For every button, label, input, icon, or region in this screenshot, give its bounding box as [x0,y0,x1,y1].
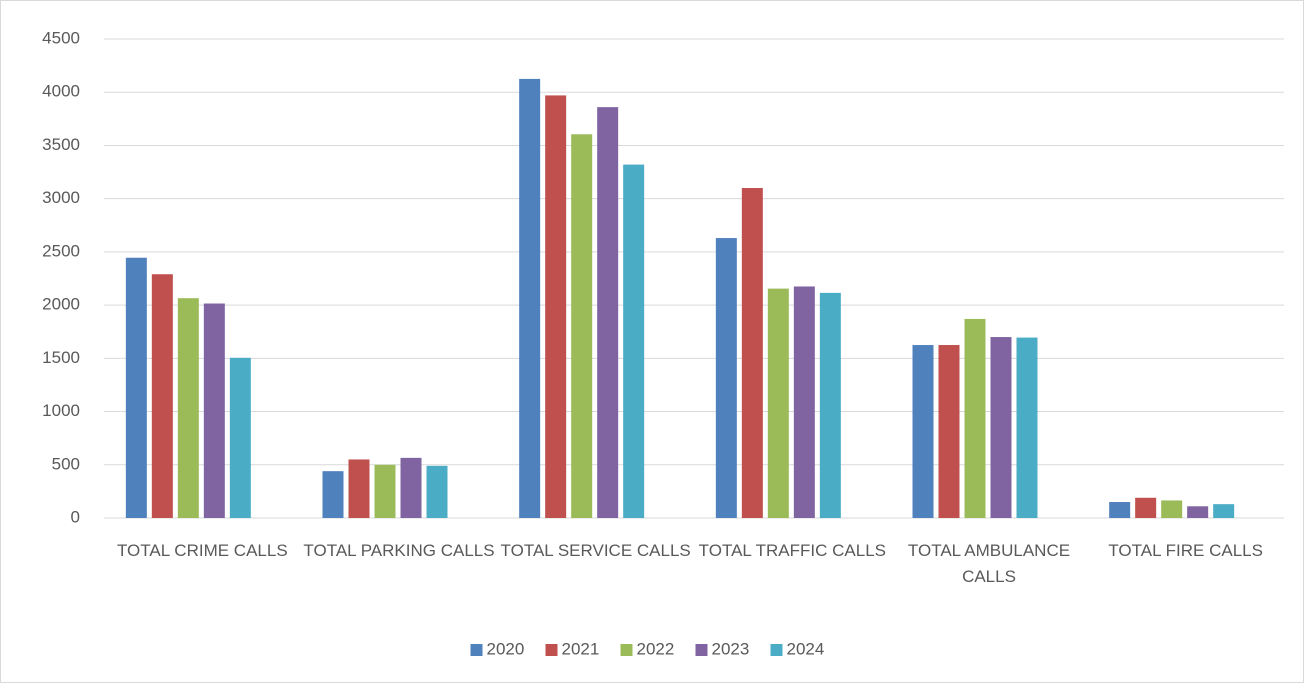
x-tick-label: TOTAL FIRE CALLS [1108,541,1263,560]
bar [571,134,593,519]
y-tick-label: 1000 [42,401,80,420]
legend-swatch [620,644,633,656]
y-tick-label: 4000 [42,82,80,101]
bar [545,95,567,518]
bar [519,78,541,519]
bar [151,274,173,518]
bar [177,298,199,518]
y-tick-label: 2000 [42,295,80,314]
bar [1187,506,1209,518]
x-tick-label: TOTAL PARKING CALLS [303,541,495,560]
legend-label: 2023 [712,639,750,658]
bar [741,188,763,518]
x-tick-label: TOTAL SERVICE CALLS [500,541,691,560]
y-tick-label: 500 [52,454,80,473]
x-tick-label: TOTAL CRIME CALLS [116,541,288,560]
bar [374,464,396,518]
y-tick-label: 3000 [42,188,80,207]
legend-swatch [770,644,783,656]
legend-label: 2020 [487,639,525,658]
x-tick-label: TOTAL TRAFFIC CALLS [698,541,886,560]
bar [793,286,815,518]
bar [1109,502,1131,518]
y-tick-label: 0 [71,507,80,526]
bar [767,288,789,518]
bar [1161,500,1183,518]
bar [1135,497,1157,518]
legend-swatch [470,644,483,656]
y-tick-label: 3500 [42,135,80,154]
y-tick-label: 1500 [42,348,80,367]
bar [1213,504,1235,518]
x-tick-label: TOTAL AMBULANCE CALLS [907,541,1071,586]
bar [597,107,619,518]
bar [322,471,344,518]
y-tick-label: 2500 [42,241,80,260]
bar [938,345,960,518]
bar [1016,337,1038,518]
bar [912,345,934,518]
legend-label: 2021 [562,639,600,658]
bar [203,303,225,518]
bar [964,318,986,518]
legend-swatch [545,644,558,656]
bar [125,257,147,518]
legend-label: 2022 [637,639,675,658]
legend-label: 2024 [787,639,825,658]
bar [400,457,422,518]
bar [348,459,370,518]
y-tick-label: 4500 [42,28,80,47]
bar [715,238,737,518]
legend-swatch [695,644,708,656]
bar [229,357,251,518]
bar [426,465,448,518]
bar [819,292,841,518]
bar [990,337,1012,518]
bar [623,164,645,519]
